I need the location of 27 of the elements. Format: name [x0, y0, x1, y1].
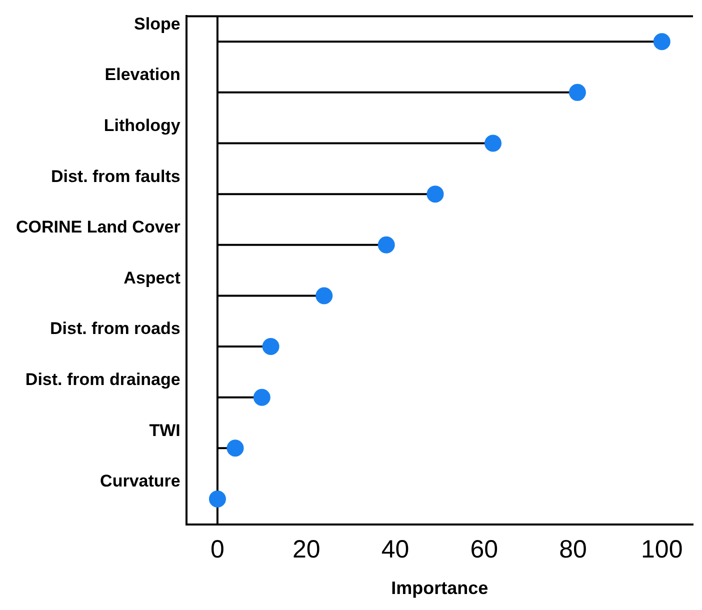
point	[568, 84, 586, 101]
point	[378, 236, 395, 254]
y-tick-label: Lithology	[104, 116, 181, 135]
x-axis-title: Importance	[391, 578, 488, 598]
point	[262, 338, 280, 356]
point	[208, 490, 226, 508]
x-tick-label: 80	[559, 535, 587, 564]
y-tick-label: Elevation	[104, 65, 180, 84]
point	[253, 388, 270, 406]
y-tick-label: CORINE Land Cover	[16, 218, 181, 237]
y-tick-label: Slope	[134, 14, 180, 34]
point	[316, 287, 333, 304]
y-tick-label: Curvature	[100, 472, 180, 491]
y-tick-label: TWI	[149, 420, 180, 440]
x-tick-label: 60	[470, 535, 498, 564]
point	[484, 134, 502, 152]
x-tick-label: 20	[292, 535, 320, 564]
y-tick-label: Aspect	[124, 268, 181, 288]
x-tick-label: 100	[641, 535, 683, 564]
point	[653, 33, 670, 50]
y-tick-label: Dist. from roads	[50, 319, 180, 338]
y-tick-label: Dist. from drainage	[25, 370, 180, 390]
y-tick-label: Dist. from faults	[50, 166, 180, 186]
point	[226, 440, 244, 457]
x-tick-label: 40	[381, 535, 410, 564]
x-tick-label: 0	[210, 535, 224, 564]
point	[426, 186, 444, 203]
